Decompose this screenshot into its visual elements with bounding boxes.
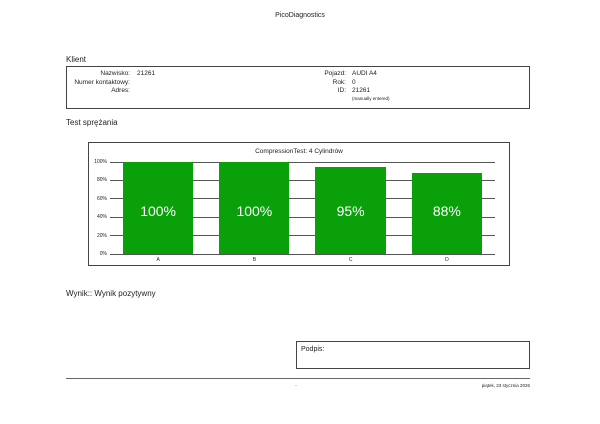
bar-data-label: 100%: [236, 203, 273, 220]
y-tick-label: 60%: [96, 195, 107, 202]
client-box: [66, 66, 530, 109]
kontakt-label: Numer kontaktowy:: [74, 79, 130, 86]
y-tick-label: 20%: [96, 232, 107, 239]
footer-date: piątek, 23 stycznia 2026: [481, 383, 530, 388]
chart-frame: CompressionTest: 4 Cylindrów 0% 20% 40% 60%…: [88, 142, 510, 266]
x-tick-label: B: [252, 257, 257, 263]
pojazd-value: AUDI A4: [352, 70, 377, 77]
chart-plot-area: 0% 20% 40% 60% 80% 100% 100% A 100% B 95% C 88% D: [94, 159, 495, 263]
y-tick-label: 100%: [94, 159, 107, 165]
x-tick-label: C: [348, 257, 353, 263]
y-tick-label: 0%: [99, 251, 107, 257]
adres-label: Adres:: [111, 87, 130, 94]
gridline: [110, 179, 495, 181]
chart-title: CompressionTest: 4 Cylindrów: [255, 148, 343, 155]
nazwisko-value: 21261: [137, 70, 156, 77]
gridline: [110, 253, 495, 255]
bar-b: [219, 162, 290, 254]
bar-data-label: 100%: [140, 203, 177, 220]
id-note: (manually entered): [352, 96, 390, 101]
x-tick-label: D: [445, 257, 449, 263]
signature-label: Podpis:: [301, 346, 325, 353]
nazwisko-label: Nazwisko:: [100, 70, 130, 77]
bar-d: [411, 173, 482, 254]
pojazd-label: Pojazd:: [324, 70, 346, 77]
bar-data-label: 95%: [336, 203, 365, 220]
client-section-title: Klient: [66, 55, 87, 64]
signature-box: Podpis:: [296, 341, 530, 369]
bar-c: [315, 166, 386, 254]
test-section-title: Test sprężania: [66, 118, 118, 127]
footer-line: [66, 378, 530, 379]
footer-page: -: [295, 383, 297, 388]
y-tick-label: 80%: [96, 177, 107, 184]
gridline: [110, 216, 495, 218]
id-label: ID:: [337, 87, 346, 94]
rok-label: Rok:: [332, 79, 346, 86]
x-tick-label: A: [156, 257, 160, 263]
bar-data-label: 88%: [432, 203, 461, 220]
id-value: 21261: [352, 87, 371, 94]
gridline: [110, 161, 495, 163]
bar-a: [122, 162, 194, 254]
gridline: [110, 198, 495, 200]
result-text: Wynik:: Wynik pozytywny: [66, 289, 156, 298]
y-tick-label: 40%: [96, 214, 107, 221]
rok-value: 0: [352, 79, 356, 86]
report-title: PicoDiagnostics: [275, 12, 325, 19]
gridline: [110, 235, 495, 237]
